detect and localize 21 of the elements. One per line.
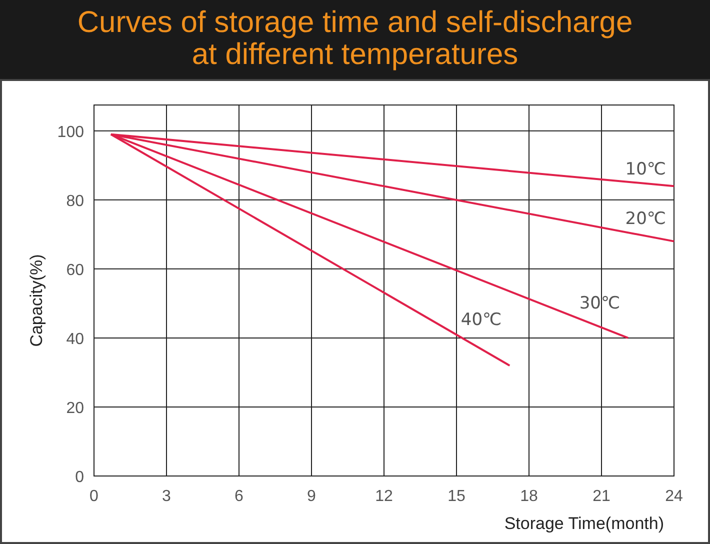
y-tick-label: 60 <box>66 262 84 279</box>
x-axis-title: Storage Time(month) <box>504 514 664 533</box>
x-tick-label: 3 <box>162 488 172 505</box>
y-axis-title: Capacity(%) <box>27 254 46 347</box>
x-tick-label: 0 <box>90 488 99 505</box>
y-tick-label: 100 <box>57 124 84 141</box>
x-tick-label: 6 <box>234 488 244 505</box>
x-tick-label: 18 <box>520 488 538 505</box>
y-tick-label: 20 <box>66 400 84 417</box>
x-tick-label: 9 <box>307 488 316 505</box>
chart-title: Curves of storage time and self-discharge at different temperatures <box>77 6 633 71</box>
x-tick-label: 15 <box>448 488 466 505</box>
series-label: 20℃ <box>625 208 666 229</box>
y-tick-label: 80 <box>66 192 84 210</box>
x-tick-label: 24 <box>665 488 683 505</box>
y-tick-label: 40 <box>66 330 84 348</box>
x-tick-label: 12 <box>375 488 393 505</box>
series-label: 10℃ <box>625 160 666 180</box>
y-tick-label: 0 <box>75 469 84 486</box>
series-label: 40℃ <box>460 310 502 330</box>
x-tick-label: 21 <box>592 488 610 505</box>
